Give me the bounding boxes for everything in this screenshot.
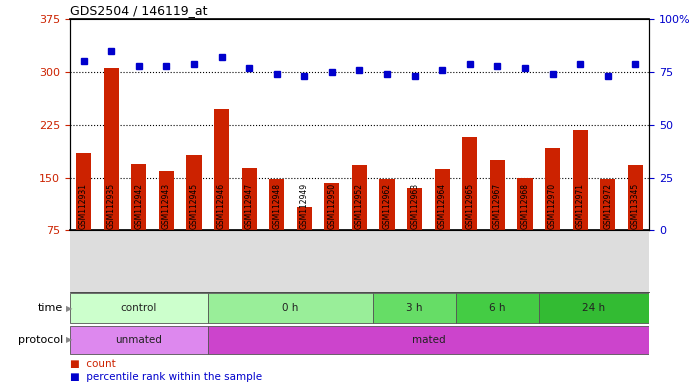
Text: 6 h: 6 h xyxy=(489,303,505,313)
FancyBboxPatch shape xyxy=(539,293,649,323)
Bar xyxy=(545,148,560,230)
Bar xyxy=(628,165,643,230)
Text: ▶: ▶ xyxy=(66,304,73,313)
FancyBboxPatch shape xyxy=(70,326,208,354)
Bar xyxy=(214,109,229,230)
Bar xyxy=(407,188,422,230)
Text: GDS2504 / 146119_at: GDS2504 / 146119_at xyxy=(70,3,207,17)
FancyBboxPatch shape xyxy=(373,293,456,323)
Bar xyxy=(242,169,257,230)
Bar xyxy=(76,153,91,230)
Bar xyxy=(572,130,588,230)
Text: mated: mated xyxy=(412,335,445,345)
FancyBboxPatch shape xyxy=(70,293,208,323)
Text: ■  count: ■ count xyxy=(70,359,116,369)
FancyBboxPatch shape xyxy=(456,293,539,323)
Text: 0 h: 0 h xyxy=(282,303,299,313)
Text: protocol: protocol xyxy=(17,335,63,345)
Bar xyxy=(325,182,339,230)
Text: ▶: ▶ xyxy=(66,335,73,344)
Bar xyxy=(352,165,367,230)
Bar xyxy=(380,179,394,230)
Bar xyxy=(131,164,147,230)
Bar xyxy=(158,170,174,230)
Text: control: control xyxy=(121,303,157,313)
Bar xyxy=(435,169,450,230)
Text: time: time xyxy=(38,303,63,313)
Bar xyxy=(490,160,505,230)
Text: 3 h: 3 h xyxy=(406,303,423,313)
FancyBboxPatch shape xyxy=(208,293,373,323)
Bar xyxy=(103,68,119,230)
Bar xyxy=(297,207,312,230)
Bar xyxy=(269,179,284,230)
FancyBboxPatch shape xyxy=(208,326,649,354)
Text: 24 h: 24 h xyxy=(582,303,606,313)
Bar xyxy=(600,179,616,230)
Bar xyxy=(462,137,477,230)
Bar xyxy=(186,155,202,230)
Bar xyxy=(517,177,533,230)
Text: ■  percentile rank within the sample: ■ percentile rank within the sample xyxy=(70,372,262,382)
Text: unmated: unmated xyxy=(115,335,162,345)
